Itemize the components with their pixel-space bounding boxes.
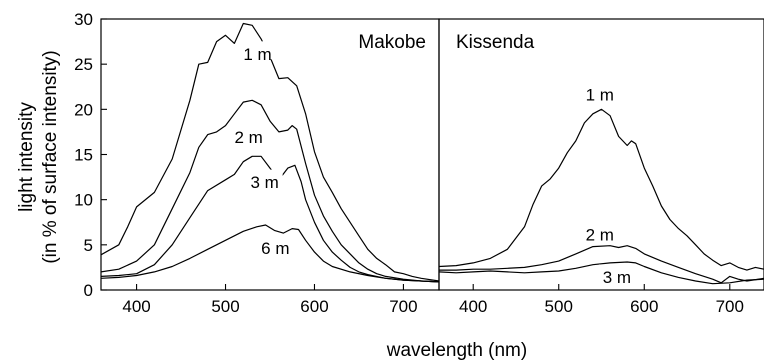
series-label-background (239, 41, 276, 60)
series-line-1m (438, 108, 764, 271)
panel-kissenda: 1 m 2 m 3 m 400 500 600 700 Kissenda (438, 18, 764, 316)
x-tick-label: 400 (122, 297, 150, 316)
x-axis-label: wavelength (nm) (386, 340, 527, 361)
series-label: 6 m (261, 239, 289, 258)
x-tick-label: 500 (211, 297, 239, 316)
series-group (100, 22, 440, 283)
y-tick-label: 30 (74, 10, 93, 29)
series-line-1m (100, 22, 440, 282)
series-label-background (598, 264, 635, 283)
y-axis-label-line2: (in % of surface intensity) (40, 50, 61, 263)
series-label-background (230, 124, 267, 143)
x-tick-label: 400 (459, 297, 487, 316)
series-line-6m (100, 224, 440, 283)
series-label: 2 m (234, 128, 262, 147)
curve-label-group: 1 m 2 m 3 m (581, 81, 635, 287)
panel-title-makobe: Makobe (358, 32, 426, 53)
x-tick-label: 600 (630, 297, 658, 316)
x-tick-label: 500 (545, 297, 573, 316)
x-tick-label: 700 (389, 297, 417, 316)
series-label: 3 m (250, 173, 278, 192)
y-axis-label-line1: light intensity (16, 102, 37, 212)
tick-group: 400 500 600 700 (459, 284, 744, 316)
series-line-3m (100, 155, 440, 283)
series-group (438, 108, 764, 285)
y-tick-label: 25 (74, 55, 93, 74)
plot-frame (438, 18, 764, 291)
series-label: 3 m (603, 268, 631, 287)
series-line-2m (439, 245, 764, 284)
series-line-3m (438, 261, 764, 285)
panel-makobe: 1 m 2 m 3 m 6 m 400 500 600 700 0 5 10 15 20 25 30 Ma… (74, 10, 440, 316)
series-line-2m (100, 99, 440, 283)
x-tick-label: 700 (716, 297, 744, 316)
y-tick-label: 0 (84, 281, 93, 300)
x-tick-label: 600 (300, 297, 328, 316)
y-tick-label: 20 (74, 100, 93, 119)
y-tick-label: 15 (74, 146, 93, 165)
series-label-background (581, 81, 618, 100)
y-tick-label: 10 (74, 191, 93, 210)
y-tick-label: 5 (84, 236, 93, 255)
series-label-background (581, 221, 618, 240)
series-label: 1 m (243, 45, 271, 64)
series-label: 2 m (586, 225, 614, 244)
series-label: 1 m (586, 85, 614, 104)
curve-label-group: 1 m 2 m 3 m 6 m (230, 41, 294, 258)
panel-title-kissenda: Kissenda (456, 32, 535, 53)
series-label-background (257, 235, 294, 254)
tick-group: 400 500 600 700 0 5 10 15 20 25 30 (74, 10, 418, 316)
series-label-background (246, 169, 283, 188)
